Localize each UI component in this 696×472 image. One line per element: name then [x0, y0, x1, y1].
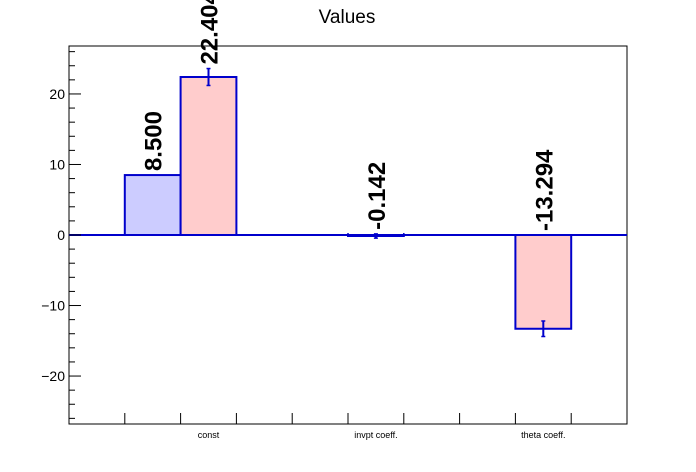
y-tick-label: 20	[49, 86, 65, 102]
data-labels-layer: 8.500 22.404 -0.142 -13.294	[141, 0, 559, 231]
data-label: 8.500	[141, 111, 168, 171]
axis-layer: −20 −10 0 10 20 const invpt coeff. theta coeff.	[41, 51, 627, 440]
x-category-label: const	[198, 430, 220, 440]
y-tick-label: −20	[41, 368, 65, 384]
bar-2-const	[179, 76, 238, 236]
data-label: 22.404	[197, 0, 224, 65]
y-tick-label: 0	[57, 227, 65, 243]
y-tick-label: 10	[49, 156, 65, 172]
bar-2-theta-coeff-	[514, 234, 573, 330]
chart-title: Values	[319, 7, 376, 28]
data-label: -13.294	[531, 149, 558, 231]
x-category-label: invpt coeff.	[354, 430, 397, 440]
data-label: -0.142	[364, 162, 391, 230]
bars-layer	[123, 67, 573, 338]
x-category-label: theta coeff.	[521, 430, 565, 440]
bar-1-const	[123, 174, 182, 236]
y-tick-label: −10	[41, 298, 65, 314]
